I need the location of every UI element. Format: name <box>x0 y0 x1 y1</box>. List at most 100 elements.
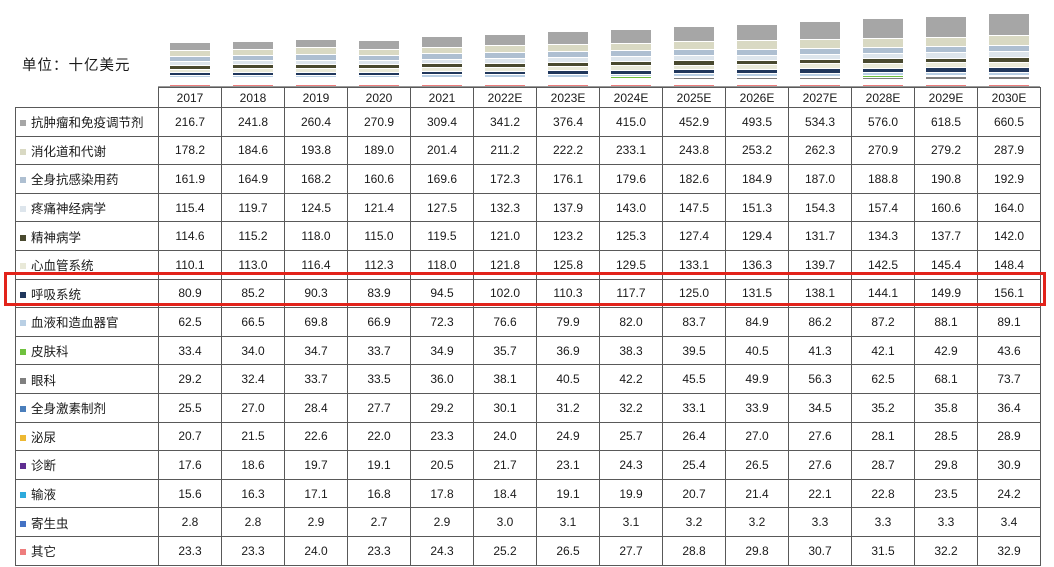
bar-segment <box>988 75 1029 78</box>
value-cell: 190.8 <box>914 164 978 194</box>
bar-segment <box>547 77 588 79</box>
year-header-cell: 2024E <box>599 87 663 108</box>
value-cell: 35.2 <box>851 392 915 423</box>
value-cell: 29.8 <box>914 450 978 480</box>
value-cell: 187.0 <box>788 164 852 194</box>
bar-segment <box>169 83 210 85</box>
bar-segment <box>673 83 714 85</box>
bar-segment <box>421 77 462 79</box>
bar-segment <box>925 83 966 85</box>
stacked-bar-2029E <box>925 16 966 86</box>
bar-segment <box>610 78 651 80</box>
bar-segment <box>925 63 966 69</box>
value-cell: 31.5 <box>851 535 915 566</box>
bar-segment <box>925 68 966 74</box>
bar-segment <box>736 69 777 75</box>
row-label: 其它 <box>31 545 57 560</box>
value-cell: 28.5 <box>914 421 978 452</box>
value-cell: 27.0 <box>221 392 285 423</box>
bar-segment <box>547 82 588 84</box>
bar-segment <box>358 82 399 84</box>
bar-segment <box>610 77 651 79</box>
row-label: 眼科 <box>31 373 57 388</box>
value-cell: 42.9 <box>914 335 978 366</box>
bar-segment <box>547 32 588 45</box>
bar-segment <box>862 76 903 78</box>
value-cell: 22.8 <box>851 478 915 509</box>
value-cell: 30.1 <box>473 392 537 423</box>
bar-segment <box>610 74 651 78</box>
legend-color-icon <box>20 120 26 127</box>
value-cell: 145.4 <box>914 249 978 280</box>
value-cell: 123.2 <box>536 221 600 251</box>
row-label-cell: 抗肿瘤和免疫调节剂 <box>15 107 159 137</box>
row-label: 泌尿 <box>31 430 57 445</box>
value-cell: 73.7 <box>977 364 1041 394</box>
legend-color-icon <box>20 377 26 384</box>
value-cell: 24.9 <box>536 421 600 452</box>
value-cell: 415.0 <box>599 107 663 137</box>
value-cell: 112.3 <box>347 249 411 280</box>
value-cell: 2.8 <box>158 507 222 537</box>
value-cell: 62.5 <box>851 364 915 394</box>
row-label-cell: 心血管系统 <box>15 249 159 280</box>
value-cell: 161.9 <box>158 164 222 194</box>
bar-segment <box>295 80 336 82</box>
bar-segment <box>547 66 588 72</box>
value-cell: 164.9 <box>221 164 285 194</box>
bar-segment <box>358 55 399 62</box>
value-cell: 125.8 <box>536 249 600 280</box>
bar-segment <box>988 81 1029 83</box>
bar-segment <box>358 80 399 82</box>
value-cell: 23.3 <box>158 535 222 566</box>
stacked-bar-2018 <box>232 41 273 86</box>
value-cell: 66.9 <box>347 307 411 337</box>
row-label: 抗肿瘤和免疫调节剂 <box>31 116 144 131</box>
value-cell: 66.5 <box>221 307 285 337</box>
value-cell: 139.7 <box>788 249 852 280</box>
value-cell: 94.5 <box>410 278 474 309</box>
bar-segment <box>484 82 525 84</box>
value-cell: 28.4 <box>284 392 348 423</box>
bar-segment <box>484 81 525 83</box>
bar-segment <box>799 79 840 81</box>
value-cell: 17.8 <box>410 478 474 509</box>
bar-segment <box>988 80 1029 82</box>
bar-segment <box>295 48 336 55</box>
bar-segment <box>736 78 777 80</box>
value-cell: 32.4 <box>221 364 285 394</box>
year-header-cell: 2030E <box>977 87 1041 108</box>
value-cell: 27.6 <box>788 421 852 452</box>
row-label: 精神病学 <box>31 230 82 245</box>
value-cell: 16.8 <box>347 478 411 509</box>
value-cell: 118.0 <box>284 221 348 251</box>
value-cell: 34.9 <box>410 335 474 366</box>
value-cell: 148.4 <box>977 249 1041 280</box>
table-row: 全身抗感染用药 161.9 164.9 168.2 160.6 169.6 172.3 176… <box>15 164 1041 194</box>
bar-segment <box>232 85 273 86</box>
row-label-cell: 泌尿 <box>15 421 159 452</box>
value-cell: 201.4 <box>410 135 474 166</box>
bar-segment <box>295 84 336 86</box>
value-cell: 35.7 <box>473 335 537 366</box>
bar-segment <box>736 81 777 83</box>
value-cell: 137.9 <box>536 192 600 223</box>
value-cell: 376.4 <box>536 107 600 137</box>
value-cell: 127.4 <box>662 221 726 251</box>
value-cell: 144.1 <box>851 278 915 309</box>
value-cell: 16.3 <box>221 478 285 509</box>
bar-segment <box>988 45 1029 53</box>
bar-segment <box>169 79 210 81</box>
bar-segment <box>169 84 210 86</box>
value-cell: 110.3 <box>536 278 600 309</box>
bar-segment <box>799 82 840 84</box>
value-cell: 21.4 <box>725 478 789 509</box>
value-cell: 125.3 <box>599 221 663 251</box>
value-cell: 28.7 <box>851 450 915 480</box>
bar-segment <box>736 55 777 61</box>
value-cell: 169.6 <box>410 164 474 194</box>
bar-segment <box>421 75 462 78</box>
row-label: 全身激素制剂 <box>31 402 107 417</box>
table-row: 精神病学 114.6 115.2 118.0 115.0 119.5 121.0 123.2 1… <box>15 221 1041 251</box>
bar-segment <box>421 54 462 61</box>
